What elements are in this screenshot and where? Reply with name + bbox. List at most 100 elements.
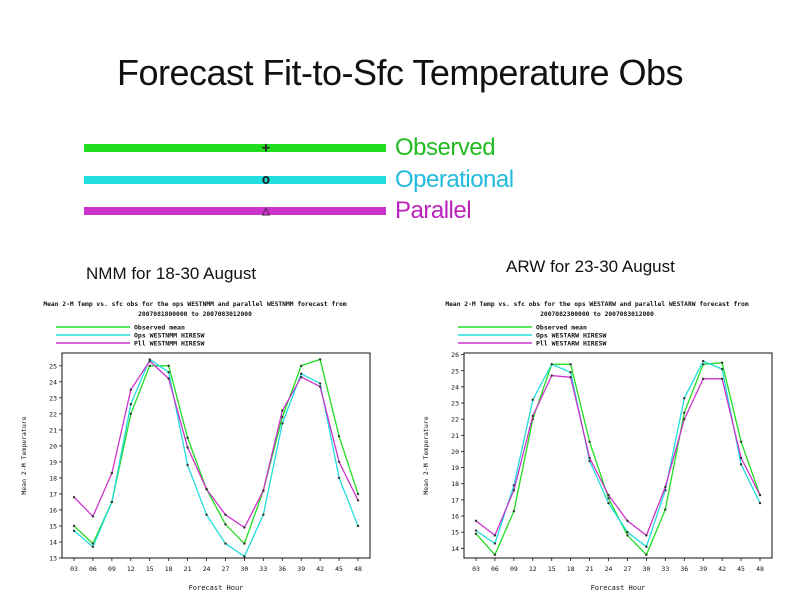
data-point: [493, 542, 497, 545]
data-point: [702, 359, 705, 363]
chart-title: Mean 2-M Temp vs. sfc obs for the ops WE…: [445, 301, 748, 308]
y-tick-label: 15: [49, 522, 57, 530]
data-point: [531, 398, 534, 402]
data-point: [720, 367, 724, 371]
data-point: [110, 471, 114, 475]
y-tick-label: 23: [451, 400, 459, 408]
x-tick-label: 45: [335, 565, 343, 573]
data-point: [702, 377, 705, 381]
y-tick-label: 23: [49, 394, 57, 402]
legend-line-parallel: [84, 207, 386, 215]
x-tick-label: 42: [718, 565, 726, 573]
x-tick-label: 39: [297, 565, 305, 573]
y-tick-label: 13: [49, 555, 57, 563]
x-tick-label: 15: [146, 565, 154, 573]
data-point: [224, 513, 227, 516]
data-point: [72, 529, 76, 532]
x-tick-label: 06: [89, 565, 97, 573]
x-axis-label: Forecast Hour: [189, 584, 244, 592]
series-line: [73, 358, 359, 545]
data-point: [337, 460, 341, 464]
arw-temperature-chart: Mean 2-M Temp vs. sfc obs for the ops WE…: [422, 301, 773, 592]
data-point: [281, 409, 284, 412]
data-point: [356, 524, 360, 528]
x-tick-label: 09: [510, 565, 518, 573]
data-point: [224, 523, 227, 526]
triangle-marker-icon: △: [261, 203, 271, 219]
y-tick-label: 14: [49, 538, 57, 546]
legend-entry: Pll WESTARW HIRESW: [536, 340, 607, 348]
plot-frame: [61, 352, 371, 559]
series-line: [475, 362, 761, 556]
legend-label-observed: Observed: [395, 134, 496, 161]
x-tick-label: 12: [127, 565, 135, 573]
circle-marker-icon: o: [261, 172, 271, 188]
x-tick-label: 12: [529, 565, 537, 573]
x-tick-label: 03: [70, 565, 78, 573]
data-point: [243, 542, 246, 545]
y-tick-label: 25: [49, 362, 57, 370]
data-point: [205, 513, 208, 516]
y-tick-label: 19: [49, 458, 57, 466]
series-line: [475, 360, 761, 548]
data-point: [626, 534, 629, 537]
legend-entry: Pll WESTNMM HIRESW: [134, 340, 205, 348]
data-point: [300, 372, 303, 376]
x-tick-label: 27: [222, 565, 230, 573]
data-point: [474, 529, 478, 532]
data-point: [337, 435, 341, 438]
x-tick-label: 09: [108, 565, 116, 573]
y-tick-label: 17: [451, 496, 459, 504]
data-point: [720, 377, 724, 381]
y-tick-label: 21: [49, 426, 57, 434]
x-tick-label: 24: [605, 565, 613, 573]
data-point: [683, 396, 686, 400]
data-point: [300, 364, 303, 368]
y-tick-label: 14: [451, 545, 459, 553]
data-point: [645, 545, 648, 548]
data-point: [683, 411, 686, 414]
y-axis-label: Mean 2-M Temperature: [422, 416, 430, 494]
x-tick-label: 30: [240, 565, 248, 573]
y-tick-label: 25: [451, 367, 459, 375]
data-point: [664, 508, 667, 511]
x-tick-label: 03: [472, 565, 480, 573]
data-point: [318, 385, 322, 388]
data-point: [186, 463, 189, 467]
data-point: [91, 515, 95, 518]
y-tick-label: 20: [451, 448, 459, 456]
nmm-temperature-chart: Mean 2-M Temp vs. sfc obs for the ops WE…: [20, 301, 371, 592]
data-point: [300, 375, 303, 379]
legend-entry: Ops WESTARW HIRESW: [536, 332, 607, 340]
y-axis-label: Mean 2-M Temperature: [20, 416, 28, 494]
legend-entry: Ops WESTNMM HIRESW: [134, 332, 205, 340]
legend-label-operational: Operational: [395, 166, 514, 193]
data-point: [129, 403, 132, 406]
data-point: [110, 500, 114, 504]
series-line: [73, 360, 359, 529]
x-axis-label: Forecast Hour: [591, 584, 646, 592]
data-point: [356, 499, 360, 502]
x-tick-label: 33: [661, 565, 669, 573]
data-point: [720, 361, 724, 364]
x-tick-label: 39: [699, 565, 707, 573]
data-point: [493, 553, 497, 556]
series-line: [73, 358, 359, 558]
data-point: [607, 501, 610, 505]
plus-marker-icon: +: [261, 140, 271, 156]
data-point: [664, 485, 667, 489]
y-tick-label: 17: [49, 490, 57, 498]
data-point: [243, 555, 246, 558]
chart-subtitle: 2007081800000 to 2007083012000: [138, 311, 252, 318]
y-tick-label: 19: [451, 464, 459, 472]
data-point: [148, 364, 151, 368]
y-tick-label: 18: [49, 474, 57, 482]
data-point: [167, 377, 170, 380]
data-point: [588, 456, 591, 460]
y-tick-label: 24: [49, 378, 57, 386]
data-point: [186, 436, 189, 440]
left-panel-caption: NMM for 18-30 August: [86, 264, 257, 283]
data-point: [167, 371, 170, 374]
y-tick-label: 15: [451, 529, 459, 537]
x-tick-label: 48: [756, 565, 764, 573]
